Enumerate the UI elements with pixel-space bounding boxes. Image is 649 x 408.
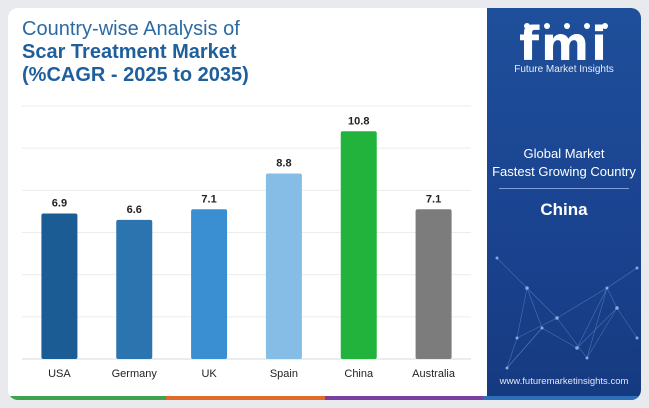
bar-usa (41, 213, 78, 359)
bars (41, 131, 452, 359)
fastest-growing-country: China (540, 200, 588, 219)
bar-spain (265, 173, 302, 359)
value-label-china: 10.8 (348, 115, 369, 127)
bottom-stripe (166, 396, 325, 400)
value-label-usa: 6.9 (52, 198, 67, 210)
category-labels: USA Germany UK Spain China Australia (48, 368, 456, 380)
bottom-stripe (324, 396, 483, 400)
title-line-3: (%CAGR - 2025 to 2035) (22, 64, 249, 86)
side-panel: fmi Future Market Insights Global Market… (487, 8, 641, 400)
bottom-stripe (8, 396, 167, 400)
bar-chart: 6.9 6.6 7.1 8.8 10.8 7.1 USA Germany UK Spain Chi… (22, 105, 471, 380)
value-label-germany: 6.6 (127, 204, 142, 216)
value-label-australia: 7.1 (426, 193, 441, 205)
category-label-uk: UK (201, 368, 217, 380)
value-label-spain: 8.8 (276, 157, 291, 169)
title-line-2: Scar Treatment Market (22, 41, 237, 63)
category-label-australia: Australia (412, 368, 456, 380)
bottom-stripe (482, 396, 641, 400)
bar-china (340, 131, 377, 359)
chart-title-block: Country-wise Analysis of Scar Treatment … (22, 18, 249, 87)
bar-uk (191, 209, 228, 359)
panel-divider (499, 188, 629, 189)
category-label-spain: Spain (270, 368, 298, 380)
logo-letters: fmi (519, 17, 609, 70)
logo-caption: Future Market Insights (514, 64, 614, 75)
category-label-china: China (344, 368, 374, 380)
panel-heading-line-2: Fastest Growing Country (492, 164, 636, 179)
category-label-usa: USA (48, 368, 71, 380)
network-graphic-icon (495, 256, 639, 370)
bar-germany (116, 219, 153, 359)
value-label-uk: 7.1 (201, 193, 216, 205)
panel-heading-line-1: Global Market (523, 146, 605, 161)
bar-australia (415, 209, 452, 359)
title-line-1: Country-wise Analysis of (22, 18, 240, 40)
infographic-card: Country-wise Analysis of Scar Treatment … (8, 8, 641, 400)
website-link[interactable]: www.futuremarketinsights.com (499, 376, 629, 387)
fmi-logo-icon: fmi (519, 17, 609, 70)
category-label-germany: Germany (112, 368, 158, 380)
value-labels: 6.9 6.6 7.1 8.8 10.8 7.1 (52, 115, 441, 216)
grid-lines (22, 105, 471, 360)
